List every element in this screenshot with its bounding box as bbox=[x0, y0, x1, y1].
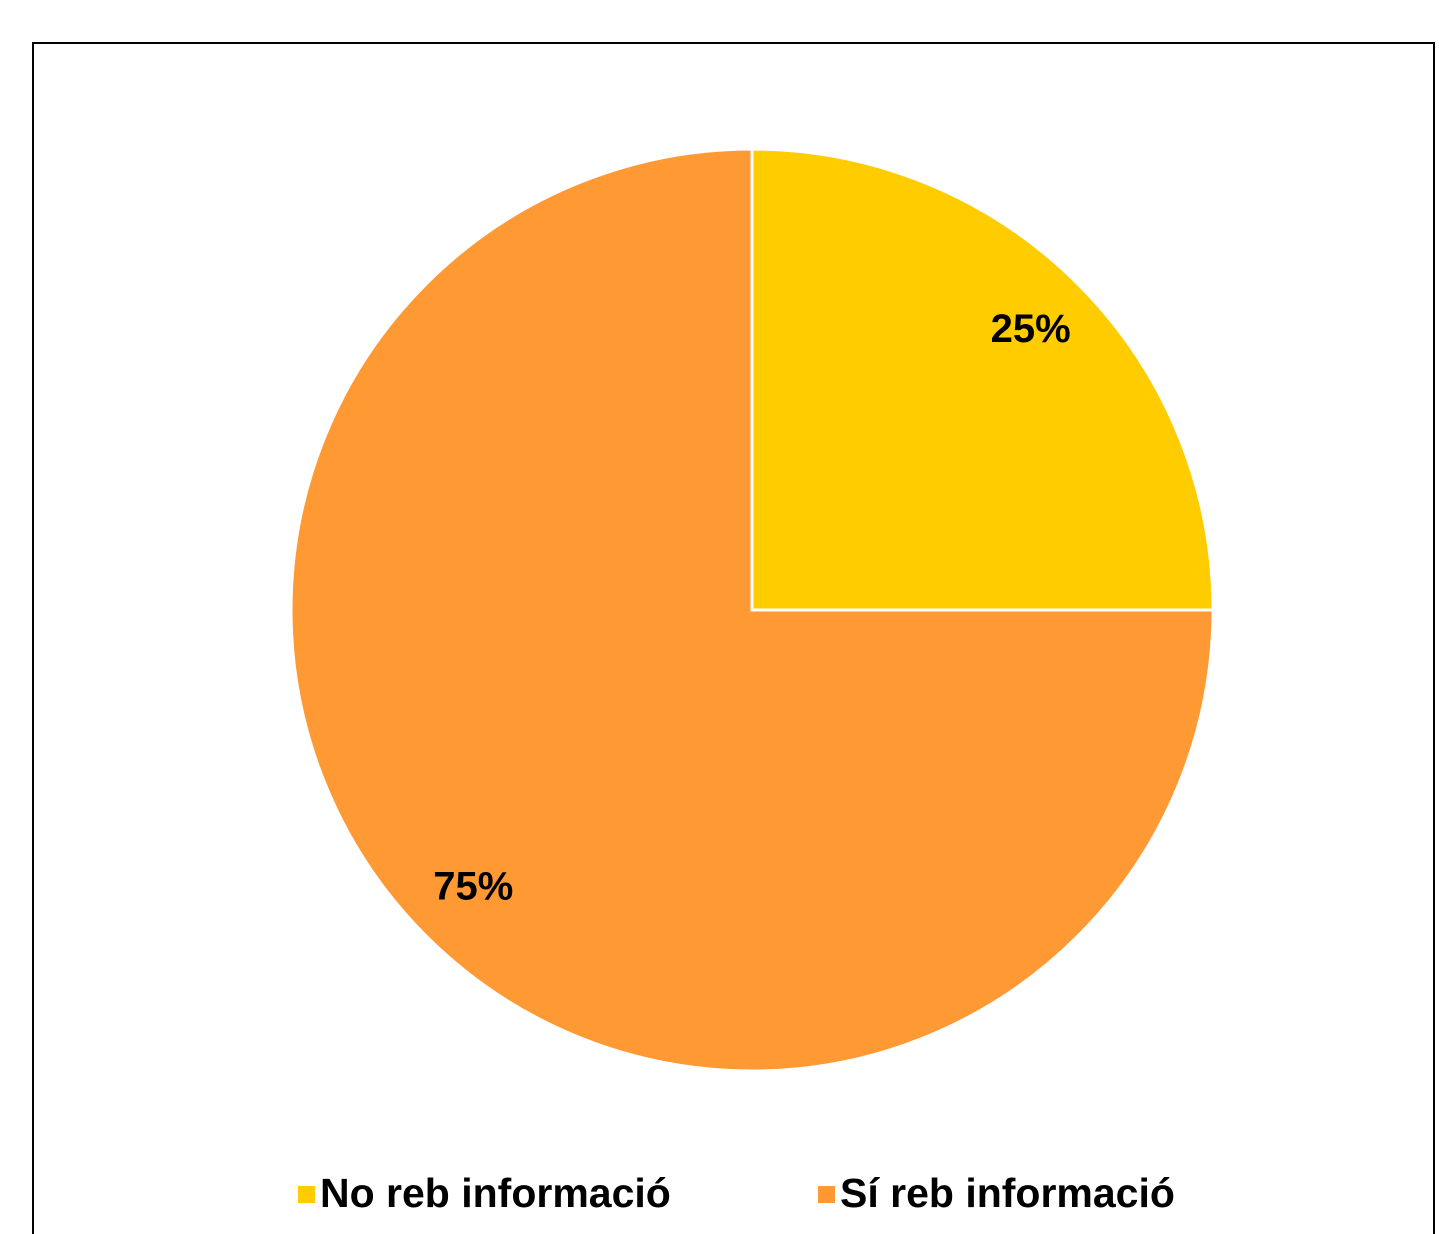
legend-label: No reb informació bbox=[320, 1170, 671, 1216]
legend-swatch bbox=[298, 1186, 315, 1203]
data-label: 75% bbox=[433, 864, 513, 908]
legend-swatch bbox=[818, 1186, 835, 1203]
legend-label: Sí reb informació bbox=[840, 1170, 1175, 1216]
pie-slice bbox=[750, 147, 1215, 612]
data-label: 25% bbox=[991, 307, 1071, 351]
pie-slice bbox=[289, 147, 1215, 1073]
